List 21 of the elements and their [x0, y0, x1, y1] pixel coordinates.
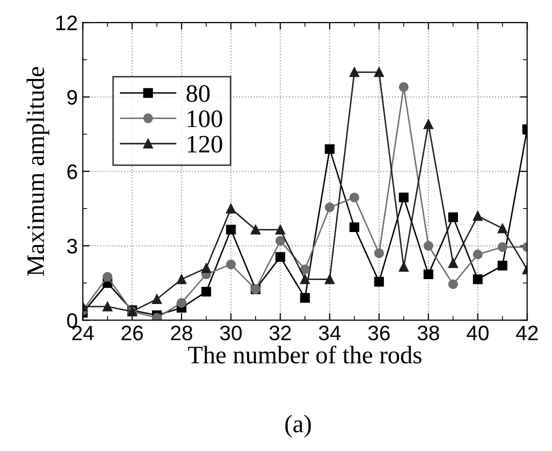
x-tick-label: 38 — [418, 326, 440, 340]
text: (a) — [285, 414, 311, 438]
legend-label: 80 — [186, 85, 210, 102]
x-tick-label: 40 — [466, 326, 489, 340]
x-tick-label: 30 — [220, 326, 242, 340]
y-tick-label: 3 — [67, 238, 78, 254]
y-tick-label: 0 — [67, 313, 78, 328]
x-tick-label: 34 — [318, 326, 341, 340]
legend-label: 120 — [188, 136, 222, 153]
legend-label: 100 — [188, 110, 222, 128]
x-axis-title: The number of the rods — [188, 346, 422, 364]
x-tick-label: 42 — [516, 326, 538, 340]
x-tick-label: 36 — [368, 326, 390, 340]
y-tick-label: 6 — [67, 164, 78, 180]
x-tick-label: 32 — [270, 326, 291, 340]
x-tick-label: 24 — [72, 326, 94, 340]
x-tick-label: 26 — [122, 326, 143, 340]
y-tick-label: 12 — [56, 16, 77, 30]
x-tick-label: 28 — [171, 326, 192, 340]
y-tick-label: 9 — [67, 90, 77, 105]
y-axis-title: Maximum amplitude — [26, 67, 50, 276]
